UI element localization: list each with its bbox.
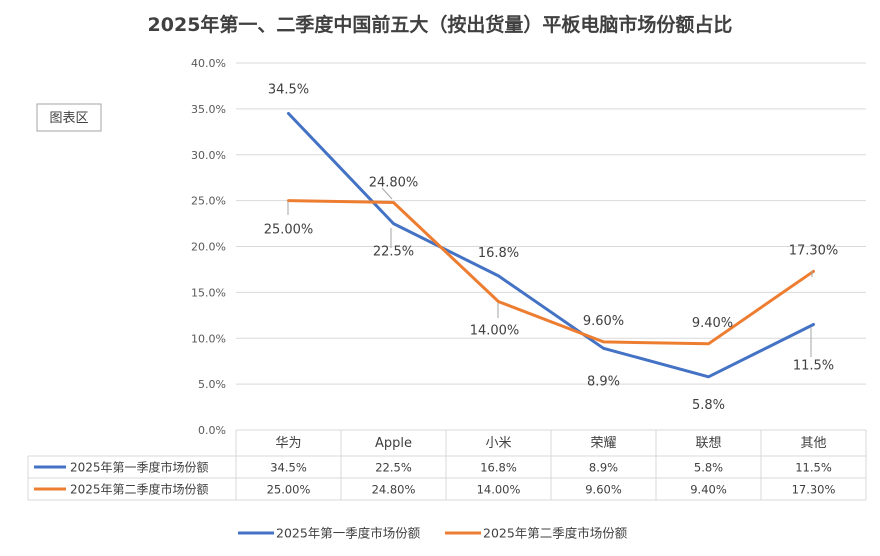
legend-label: 2025年第一季度市场份额 (276, 526, 421, 541)
data-label: 22.5% (373, 245, 414, 260)
y-tick-label: 0.0% (198, 424, 226, 437)
data-label: 11.5% (793, 358, 834, 373)
table-cell: 14.00% (477, 483, 521, 497)
data-label: 9.40% (692, 316, 733, 331)
table-series-name: 2025年第二季度市场份额 (70, 482, 209, 497)
y-tick-label: 5.0% (198, 378, 226, 391)
series-line (287, 112, 815, 379)
chart-area-badge: 图表区 (36, 103, 102, 132)
y-tick-label: 10.0% (191, 332, 226, 345)
table-cell: 34.5% (270, 461, 307, 475)
table-cell: 24.80% (372, 483, 416, 497)
gridlines (236, 62, 866, 431)
category-label: Apple (375, 436, 412, 451)
y-tick-label: 20.0% (191, 241, 226, 254)
leader-line (381, 187, 393, 200)
y-tick-label: 40.0% (191, 57, 226, 70)
table-cell: 8.9% (589, 461, 618, 475)
data-label: 14.00% (470, 324, 520, 339)
y-tick-label: 30.0% (191, 149, 226, 162)
y-tick-label: 15.0% (191, 286, 226, 299)
series-lines (287, 112, 815, 379)
data-label: 16.8% (478, 246, 519, 261)
table-cell: 9.60% (585, 483, 622, 497)
table-cell: 17.30% (792, 483, 836, 497)
table-cell: 9.40% (690, 483, 727, 497)
table-cell: 22.5% (375, 461, 412, 475)
table-cell: 16.8% (480, 461, 517, 475)
category-label: 华为 (275, 436, 301, 451)
legend: 2025年第一季度市场份额 2025年第二季度市场份额 (238, 526, 628, 541)
data-label: 17.30% (789, 243, 839, 258)
table-cell: 5.8% (694, 461, 723, 475)
data-label: 34.5% (268, 82, 309, 97)
data-label: 25.00% (264, 223, 314, 238)
data-label: 9.60% (583, 314, 624, 329)
legend-label: 2025年第二季度市场份额 (483, 526, 628, 541)
table-series-name: 2025年第一季度市场份额 (70, 460, 209, 475)
data-table: 华为 Apple 小米 荣耀 联想 其他 2025年第一季度市场份额 34.5% 22.5% 16… (27, 429, 867, 501)
category-label: 其他 (800, 436, 826, 451)
category-label: 联想 (695, 435, 721, 451)
chart-area-label: 图表区 (49, 111, 88, 126)
chart-title: 2025年第一、二季度中国前五大（按出货量）平板电脑市场份额占比 (148, 13, 733, 36)
label-leader-lines (287, 187, 813, 357)
y-axis-ticks: 0.0% 5.0% 10.0% 15.0% 20.0% 25.0% 30.0% 35.0% 40… (191, 57, 226, 437)
data-label: 5.8% (692, 398, 725, 413)
table-cell: 11.5% (795, 461, 832, 475)
table-cell: 25.00% (267, 483, 311, 497)
data-labels: 34.5% 22.5% 16.8% 8.9% 5.8% 11.5% 25.00% 24.80%… (264, 82, 839, 412)
data-label: 8.9% (587, 374, 620, 389)
series-line (287, 199, 815, 346)
y-tick-label: 25.0% (191, 195, 226, 208)
category-label: 荣耀 (590, 436, 616, 451)
data-label: 24.80% (369, 175, 419, 190)
category-label: 小米 (485, 436, 511, 451)
y-tick-label: 35.0% (191, 103, 226, 116)
